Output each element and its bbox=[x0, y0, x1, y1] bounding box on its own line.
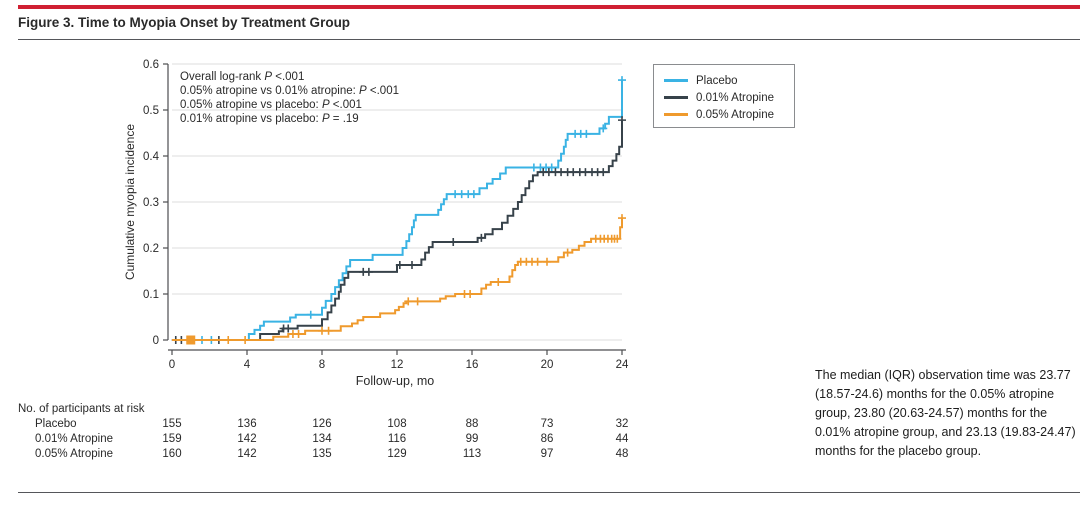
censor-mark bbox=[533, 257, 542, 266]
annotation-line: 0.05% atropine vs placebo: P <.001 bbox=[180, 99, 362, 111]
km-chart: 0 0.1 0.2 0.3 0.4 0.5 0.6 Cumulative myopia inc… bbox=[123, 59, 629, 388]
legend-item-005-atropine: 0.05% Atropine bbox=[664, 106, 794, 123]
legend-label: Placebo bbox=[696, 74, 738, 87]
censor-mark bbox=[241, 336, 250, 344]
legend-item-001-atropine: 0.01% Atropine bbox=[664, 89, 794, 106]
annotation-line: 0.05% atropine vs 0.01% atropine: P <.00… bbox=[180, 85, 399, 97]
legend-item-placebo: Placebo bbox=[664, 72, 794, 89]
risk-table-title: No. of participants at risk bbox=[18, 403, 145, 415]
censor-mark bbox=[618, 116, 626, 125]
risk-row-label: 0.05% Atropine bbox=[35, 448, 114, 460]
y-tick-label: 0.5 bbox=[143, 105, 159, 117]
risk-value: 32 bbox=[615, 418, 629, 430]
risk-value: 142 bbox=[237, 433, 257, 445]
title-divider bbox=[18, 39, 1080, 40]
risk-value: 44 bbox=[615, 433, 629, 445]
censor-mark bbox=[618, 214, 626, 223]
risk-value: 160 bbox=[162, 448, 182, 460]
series-0-01-atropine bbox=[172, 120, 623, 341]
risk-value: 136 bbox=[237, 418, 257, 430]
censor-mark bbox=[404, 297, 413, 306]
risk-row-label: 0.01% Atropine bbox=[35, 433, 114, 445]
x-tick-label: 16 bbox=[466, 359, 479, 371]
censor-mark bbox=[494, 278, 503, 287]
censor-mark bbox=[324, 326, 333, 335]
x-tick-label: 0 bbox=[169, 359, 175, 371]
series-placebo bbox=[172, 80, 623, 341]
km-chart-area: 0 0.1 0.2 0.3 0.4 0.5 0.6 Cumulative myopia inc… bbox=[30, 50, 690, 400]
censor-mark bbox=[413, 297, 422, 306]
accent-bar bbox=[18, 5, 1080, 9]
censor-mark bbox=[543, 257, 551, 266]
censor-mark bbox=[599, 168, 608, 177]
risk-value: 99 bbox=[465, 433, 479, 445]
x-tick-label: 12 bbox=[391, 359, 404, 371]
censor-mark bbox=[547, 163, 556, 172]
y-tick-label: 0.3 bbox=[143, 197, 159, 209]
square-marker bbox=[186, 335, 196, 345]
legend-swatch bbox=[664, 79, 688, 82]
y-tick-label: 0 bbox=[153, 335, 159, 347]
censor-mark bbox=[599, 124, 608, 133]
censor-mark bbox=[294, 330, 303, 339]
pvalue-annotation: Overall log-rank P <.001 0.05% atropine … bbox=[180, 70, 399, 126]
bottom-divider bbox=[18, 492, 1080, 493]
risk-value: 48 bbox=[615, 448, 629, 460]
y-tick-label: 0.1 bbox=[143, 289, 159, 301]
censor-mark bbox=[582, 129, 591, 138]
censor-mark bbox=[449, 238, 458, 247]
risk-value: 116 bbox=[387, 433, 407, 445]
risk-value: 126 bbox=[312, 418, 332, 430]
legend-label: 0.01% Atropine bbox=[696, 91, 775, 104]
censor-mark bbox=[408, 261, 416, 270]
risk-value: 108 bbox=[387, 418, 407, 430]
censor-mark bbox=[224, 336, 233, 344]
risk-value: 135 bbox=[312, 448, 332, 460]
figure-title: Figure 3. Time to Myopia Onset by Treatm… bbox=[18, 15, 351, 30]
y-tick-label: 0.6 bbox=[143, 59, 159, 71]
censor-mark bbox=[469, 190, 478, 199]
annotation-line: Overall log-rank P <.001 bbox=[180, 71, 305, 83]
censor-mark bbox=[618, 76, 626, 85]
legend-swatch bbox=[664, 113, 688, 116]
x-tick-label: 20 bbox=[541, 359, 554, 371]
x-tick-label: 24 bbox=[616, 359, 629, 371]
y-tick-label: 0.2 bbox=[143, 243, 159, 255]
risk-value: 73 bbox=[540, 418, 554, 430]
censor-mark bbox=[477, 233, 486, 242]
censor-mark bbox=[284, 324, 293, 333]
risk-value: 142 bbox=[237, 448, 257, 460]
risk-value: 134 bbox=[312, 433, 332, 445]
risk-value: 155 bbox=[162, 418, 182, 430]
legend-swatch bbox=[664, 96, 688, 99]
censor-mark bbox=[364, 267, 373, 276]
risk-row-label: Placebo bbox=[35, 418, 77, 430]
censor-mark bbox=[466, 290, 475, 298]
risk-row-005-atropine: 0.05% Atropine 160 142 135 129 113 97 48 bbox=[0, 448, 700, 462]
annotation-line: 0.01% atropine vs placebo: P = .19 bbox=[180, 113, 359, 125]
risk-value: 97 bbox=[540, 448, 554, 460]
censor-mark bbox=[613, 234, 622, 243]
censor-mark bbox=[395, 261, 404, 270]
risk-value: 86 bbox=[540, 433, 554, 445]
risk-row-001-atropine: 0.01% Atropine 159 142 134 116 99 86 44 bbox=[0, 433, 700, 447]
figure-caption: The median (IQR) observation time was 23… bbox=[815, 368, 1076, 458]
risk-value: 113 bbox=[462, 448, 482, 460]
legend-label: 0.05% Atropine bbox=[696, 108, 775, 121]
censor-mark bbox=[306, 310, 315, 319]
x-tick-label: 8 bbox=[319, 359, 325, 371]
y-axis-label: Cumulative myopia incidence bbox=[123, 124, 137, 280]
risk-value: 129 bbox=[387, 448, 407, 460]
x-tick-label: 4 bbox=[244, 359, 251, 371]
chart-legend: Placebo 0.01% Atropine 0.05% Atropine bbox=[653, 64, 795, 128]
risk-row-placebo: Placebo 155 136 126 108 88 73 32 bbox=[0, 418, 700, 432]
series-0-05-atropine bbox=[172, 218, 623, 341]
y-tick-label: 0.4 bbox=[143, 151, 160, 163]
risk-value: 88 bbox=[465, 418, 479, 430]
risk-value: 159 bbox=[162, 433, 182, 445]
x-axis-label: Follow-up, mo bbox=[356, 374, 435, 388]
censor-mark bbox=[563, 248, 572, 257]
